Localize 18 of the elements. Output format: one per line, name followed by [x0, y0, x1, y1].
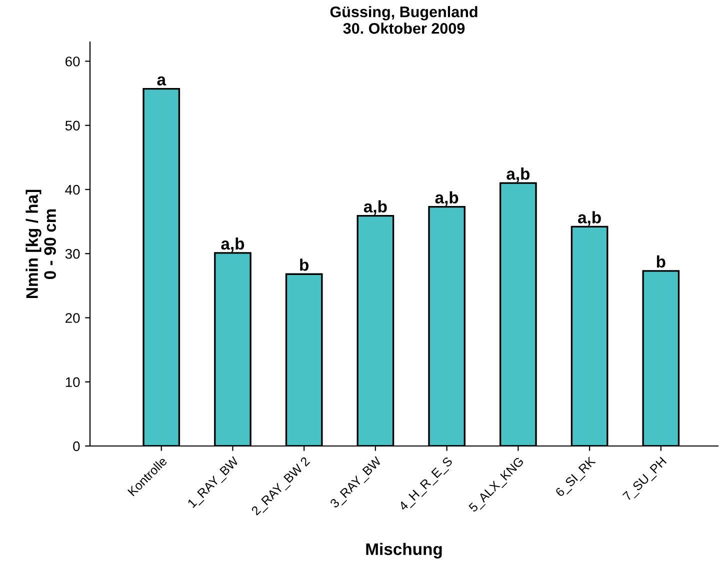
- y-tick-label: 30: [65, 248, 80, 259]
- annotation: a,b: [364, 200, 387, 215]
- chart-title: Güssing, Bugenland 30. Oktober 2009: [330, 6, 478, 34]
- y-tick-label: 0: [73, 441, 80, 452]
- annotation: a,b: [506, 168, 530, 182]
- y-tick-label: 40: [65, 184, 80, 195]
- annotation: a,b: [578, 211, 601, 226]
- annotation: a,b: [435, 191, 458, 206]
- x-axis-title: Mischung: [366, 542, 442, 558]
- annotation: b: [656, 255, 666, 268]
- y-tick-label: 20: [66, 313, 80, 323]
- annotation: a,b: [221, 237, 244, 252]
- y-tick-label: 50: [65, 120, 80, 131]
- annotation: b: [300, 258, 308, 271]
- annotation: a: [157, 76, 166, 86]
- y-tick-label: 10: [66, 377, 80, 388]
- y-tick-label: 60: [66, 56, 80, 66]
- y-axis-title: Nmin [kg / ha] 0 - 90 cm: [26, 190, 56, 298]
